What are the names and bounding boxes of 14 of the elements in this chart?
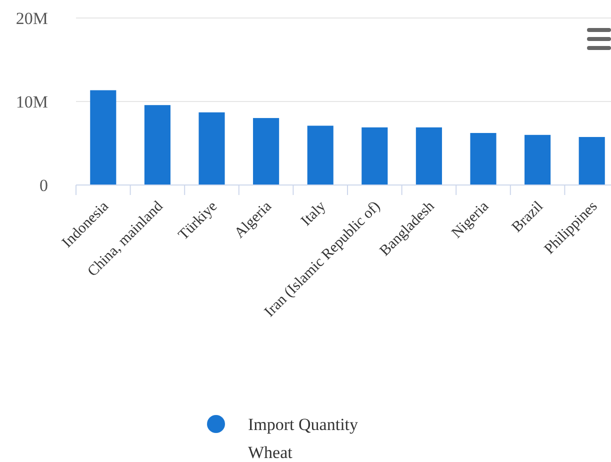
bar (144, 105, 170, 185)
bar (90, 90, 116, 185)
bar (578, 136, 605, 185)
y-tick-label: 0 (40, 176, 48, 195)
y-tick-label: 10M (16, 92, 48, 112)
bar (470, 132, 496, 185)
y-tick-label: 20M (16, 8, 48, 28)
bar (416, 127, 442, 185)
bar (253, 118, 280, 185)
bar (524, 134, 551, 185)
bar (307, 126, 334, 185)
legend-label: Import Quantity Wheat (248, 415, 359, 462)
bar (362, 127, 388, 185)
bar (198, 112, 225, 185)
